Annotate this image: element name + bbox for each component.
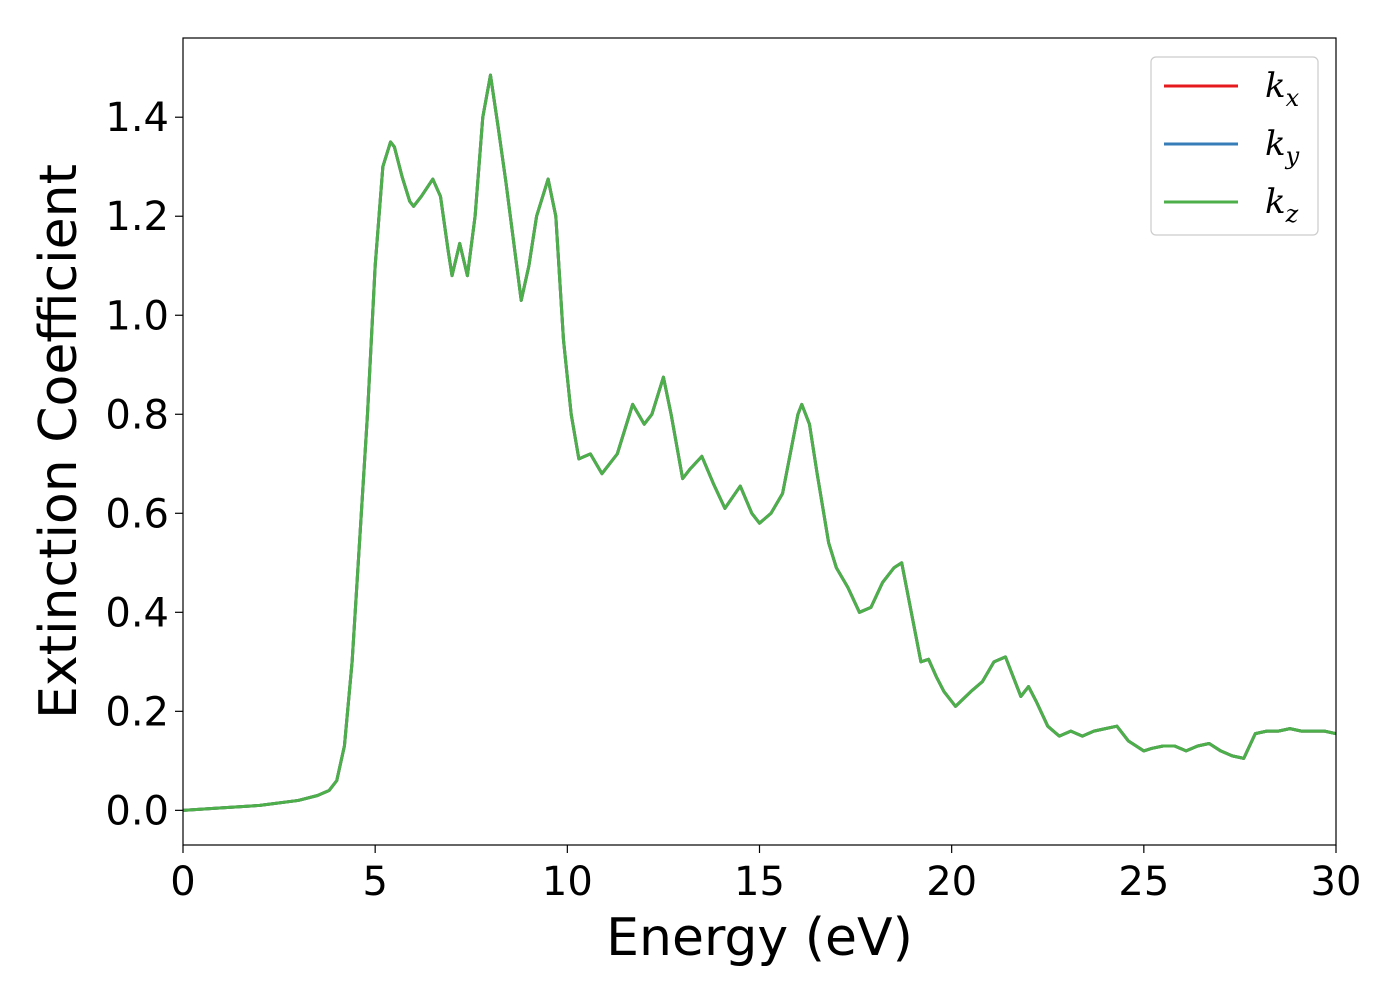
y-tick-label: 1.2 [105,194,169,240]
legend-label-kz: kz [1265,182,1299,228]
y-tick-label: 0.2 [105,689,169,735]
x-tick-label: 30 [1311,859,1362,905]
legend-label-subscript: z [1285,200,1299,228]
y-tick-label: 0.4 [105,590,169,636]
x-tick-label: 10 [542,859,593,905]
y-tick-label: 1.0 [105,293,169,339]
legend-label-ky: ky [1265,124,1300,170]
legend-label-base: k [1265,182,1286,222]
x-axis: 0 5 10 15 20 25 30 [170,845,1361,905]
series-layer [183,73,1336,812]
legend-label-base: k [1265,124,1286,164]
y-tick-label: 0.6 [105,491,169,537]
x-tick-label: 20 [926,859,977,905]
y-tick-label: 0.0 [105,788,169,834]
x-tick-label: 15 [734,859,785,905]
legend-label-subscript: y [1285,142,1300,170]
y-tick-label: 1.4 [105,95,169,141]
x-tick-label: 5 [362,859,387,905]
series-line-kz [183,73,1336,812]
y-axis: 0.0 0.2 0.4 0.6 0.8 1.0 1.2 1.4 [105,95,183,834]
y-axis-label: Extinction Coefficient [29,164,89,719]
x-tick-label: 0 [170,859,195,905]
y-tick-label: 0.8 [105,392,169,438]
x-axis-label: Energy (eV) [606,908,913,968]
legend-label-base: k [1265,66,1286,106]
legend-box [1150,56,1319,236]
legend-label-subscript: x [1286,84,1300,112]
legend-label-kx: kx [1265,66,1300,112]
x-tick-label: 25 [1118,859,1169,905]
